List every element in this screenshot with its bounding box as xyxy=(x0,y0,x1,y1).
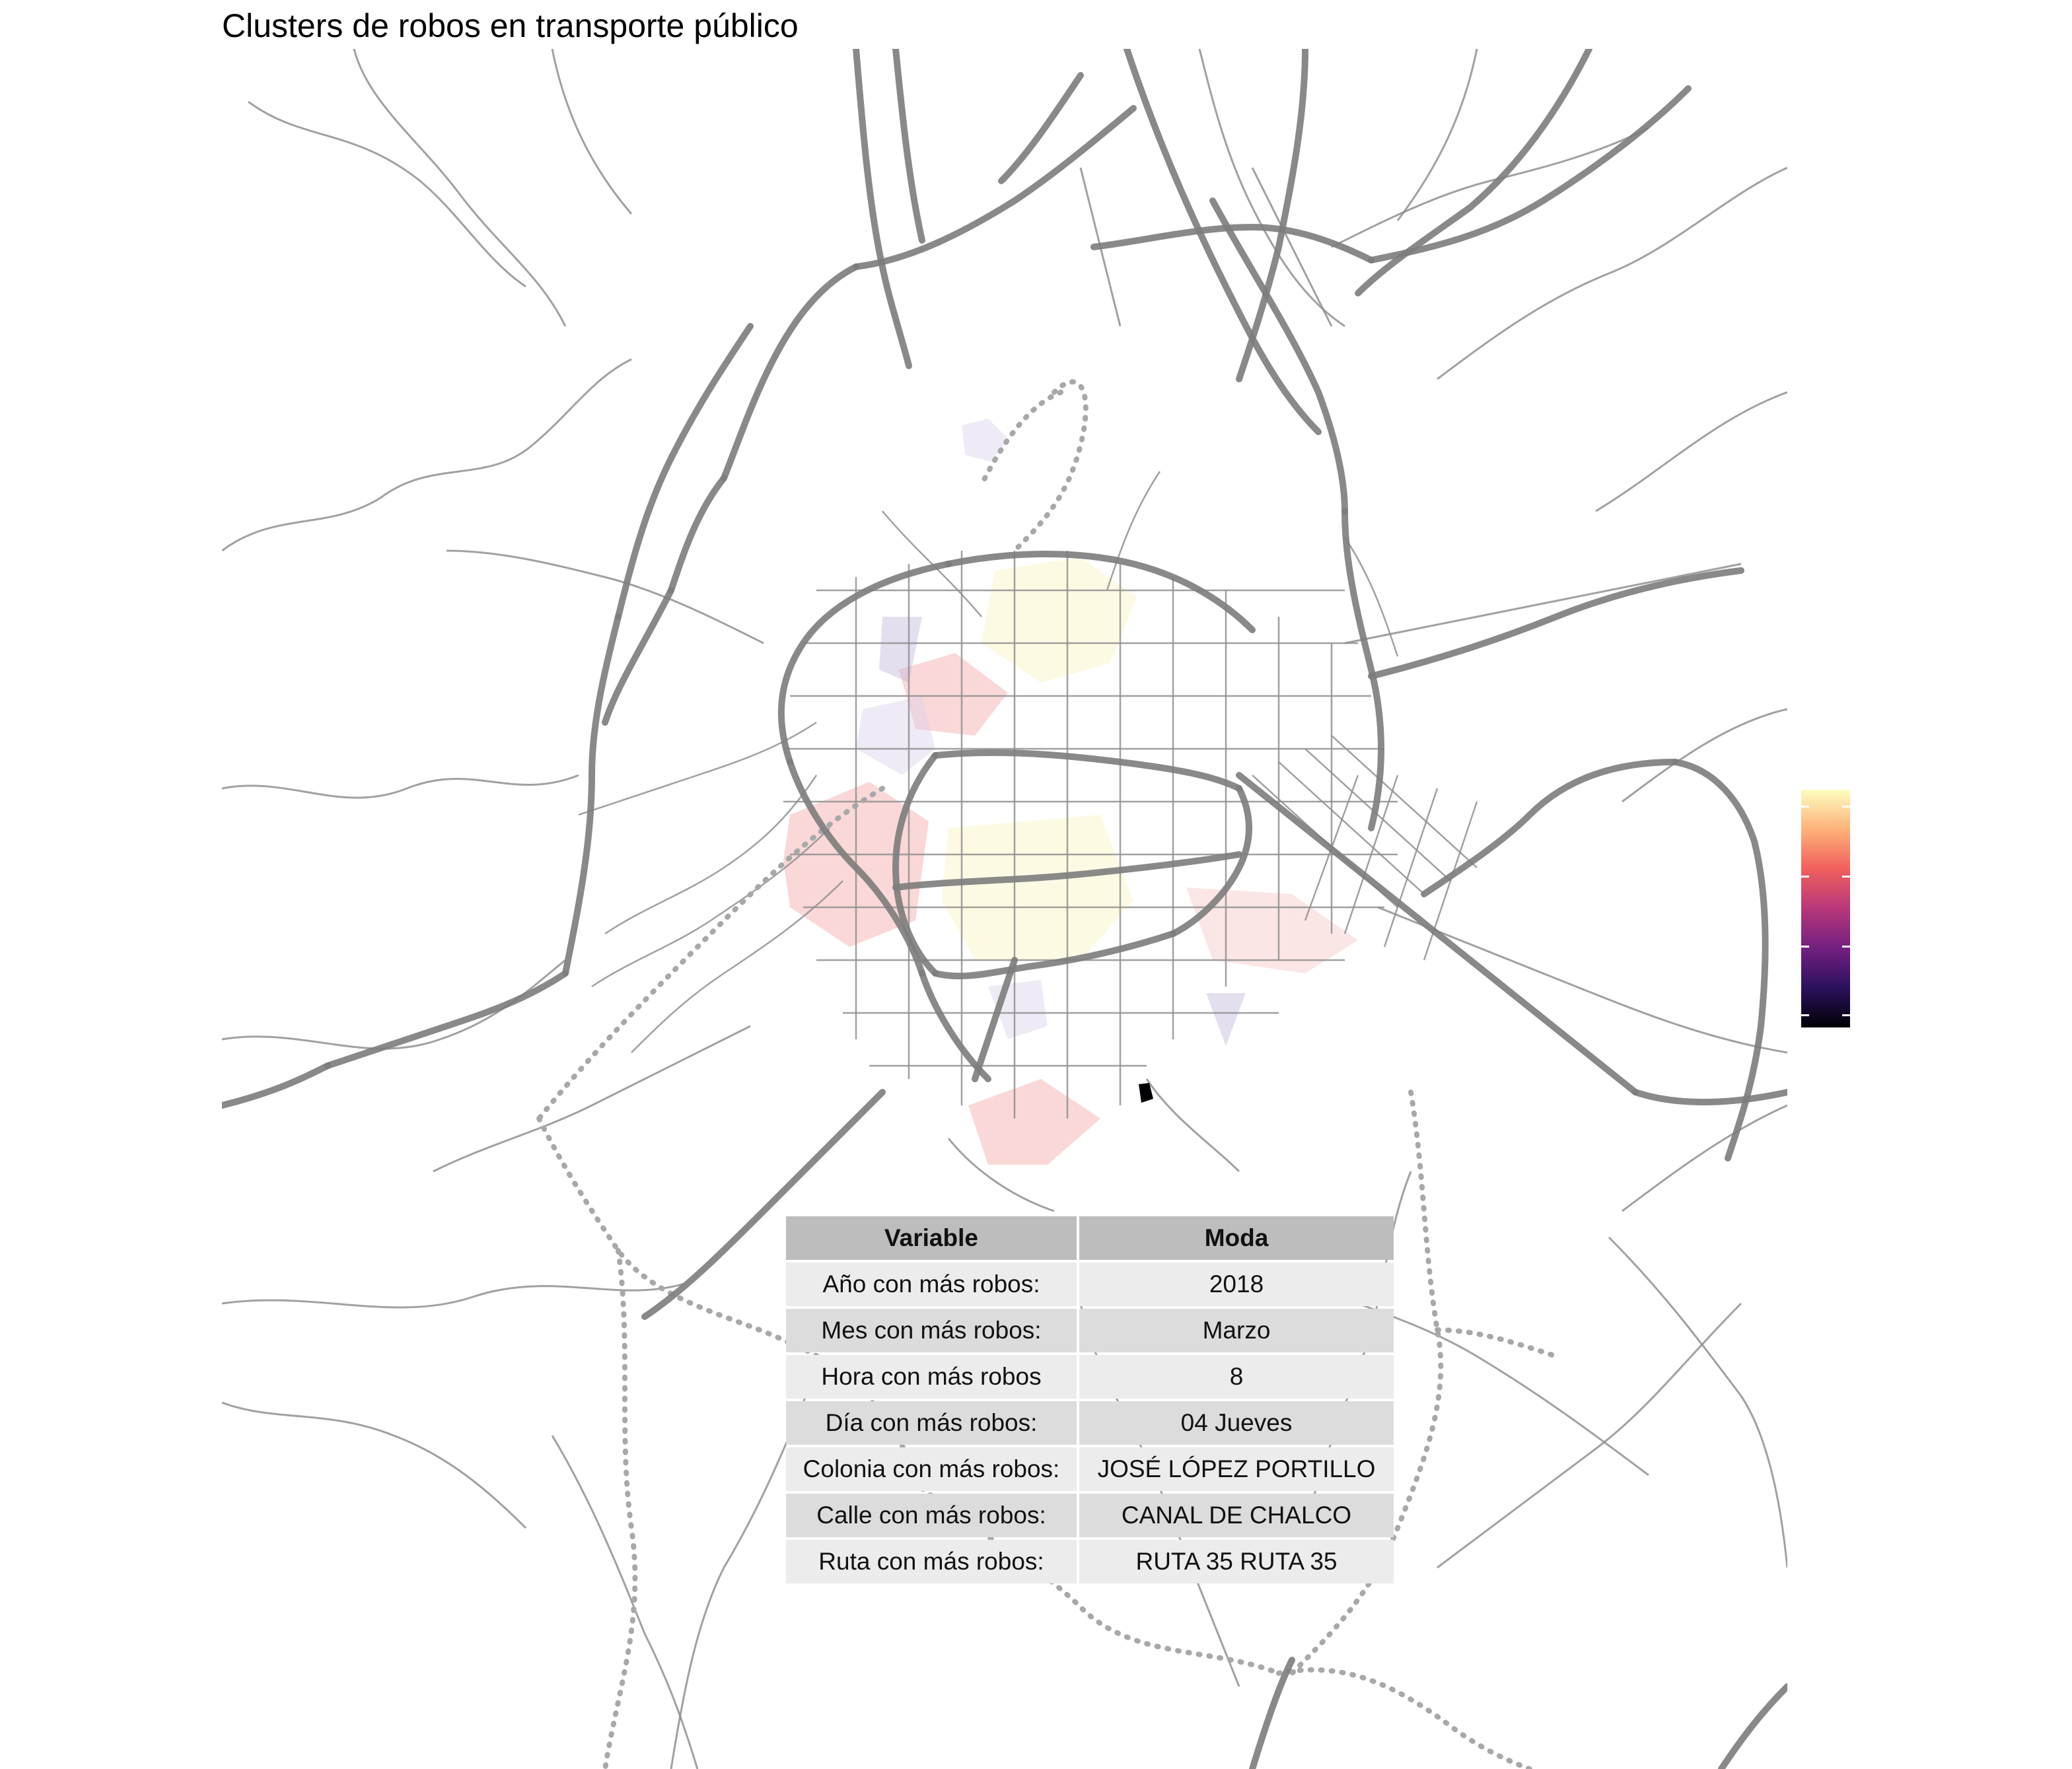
table-cell-variable: Hora con más robos xyxy=(786,1355,1077,1399)
legend-tick xyxy=(1801,806,1809,808)
cluster-polygon-purple xyxy=(962,419,1008,462)
table-cell-moda: RUTA 35 RUTA 35 xyxy=(1079,1540,1394,1583)
table-cell-variable: Año con más robos: xyxy=(786,1263,1077,1306)
legend-tick xyxy=(1842,876,1850,878)
highways xyxy=(222,49,1787,1769)
legend-tick xyxy=(1801,1014,1809,1016)
table-header-variable: Variable xyxy=(786,1216,1077,1260)
table-cell-variable: Día con más robos: xyxy=(786,1401,1077,1445)
summary-table: Variable Moda Año con más robos: 2018 Me… xyxy=(783,1214,1396,1586)
cluster-polygon-dark xyxy=(1139,1083,1153,1103)
table-row: Mes con más robos: Marzo xyxy=(786,1309,1394,1352)
table-row: Hora con más robos 8 xyxy=(786,1355,1394,1399)
table-header-row: Variable Moda xyxy=(786,1216,1394,1260)
table-header-moda: Moda xyxy=(1079,1216,1394,1260)
cluster-polygon-purple xyxy=(1206,993,1246,1046)
map-title: Clusters de robos en transporte público xyxy=(222,7,799,44)
legend-colorbar xyxy=(1801,790,1850,1027)
legend-tick xyxy=(1801,946,1809,948)
table-row: Calle con más robos: CANAL DE CHALCO xyxy=(786,1494,1394,1537)
table-cell-moda: JOSÉ LÓPEZ PORTILLO xyxy=(1079,1447,1394,1491)
cluster-polygon-purple xyxy=(856,696,935,775)
legend-tick xyxy=(1842,806,1850,808)
cluster-polygon-yellow xyxy=(942,815,1133,960)
color-legend xyxy=(1801,790,1850,1027)
table-row: Día con más robos: 04 Jueves xyxy=(786,1401,1394,1445)
table-cell-variable: Ruta con más robos: xyxy=(786,1540,1077,1583)
table-cell-moda: 2018 xyxy=(1079,1263,1394,1306)
table-cell-moda: CANAL DE CHALCO xyxy=(1079,1494,1394,1537)
legend-tick xyxy=(1842,1014,1850,1016)
table-cell-variable: Mes con más robos: xyxy=(786,1309,1077,1352)
table-row: Año con más robos: 2018 xyxy=(786,1263,1394,1306)
table-cell-moda: 04 Jueves xyxy=(1079,1401,1394,1445)
table-cell-moda: 8 xyxy=(1079,1355,1394,1399)
minor-roads xyxy=(222,49,1787,1769)
table-cell-variable: Colonia con más robos: xyxy=(786,1447,1077,1491)
cluster-layer xyxy=(783,419,1358,1165)
cluster-polygon-red xyxy=(968,1079,1100,1165)
table-row: Ruta con más robos: RUTA 35 RUTA 35 xyxy=(786,1540,1394,1583)
table-row: Colonia con más robos: JOSÉ LÓPEZ PORTIL… xyxy=(786,1447,1394,1491)
table-cell-moda: Marzo xyxy=(1079,1309,1394,1352)
cluster-polygon-purple xyxy=(879,617,922,683)
cluster-polygon-red xyxy=(899,653,1008,736)
urban-grid xyxy=(578,471,1478,1119)
legend-tick xyxy=(1842,946,1850,948)
table-cell-variable: Calle con más robos: xyxy=(786,1494,1077,1537)
legend-tick xyxy=(1801,876,1809,878)
cluster-polygon-red xyxy=(1186,887,1358,973)
map-canvas xyxy=(222,49,1787,1769)
cluster-polygon-yellow xyxy=(982,557,1137,683)
